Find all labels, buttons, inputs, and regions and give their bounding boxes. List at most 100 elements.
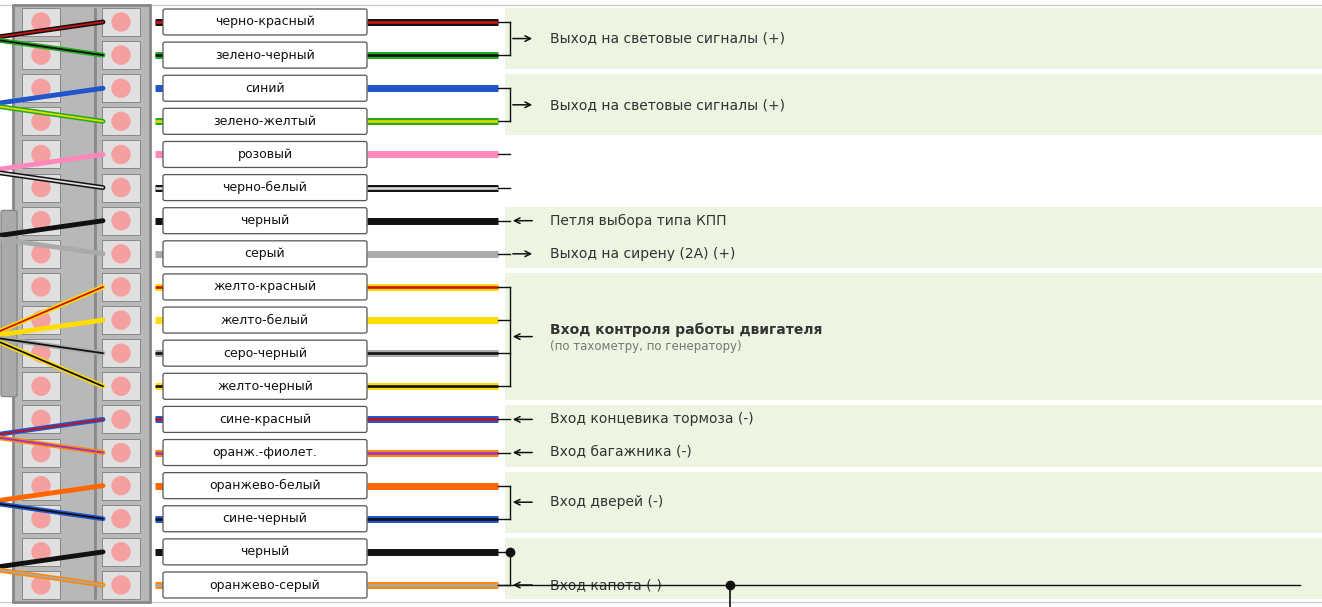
FancyBboxPatch shape [163,175,368,200]
FancyBboxPatch shape [13,5,149,602]
FancyBboxPatch shape [22,571,59,599]
FancyBboxPatch shape [505,207,1322,268]
FancyBboxPatch shape [163,307,368,333]
Text: Вход капота (-): Вход капота (-) [550,578,662,592]
Text: зелено-желтый: зелено-желтый [213,115,316,128]
Circle shape [112,410,130,429]
Text: сине-красный: сине-красный [219,413,311,426]
Circle shape [112,13,130,31]
Text: черный: черный [241,545,290,558]
Circle shape [32,378,50,395]
FancyBboxPatch shape [102,8,140,36]
FancyBboxPatch shape [102,505,140,533]
FancyBboxPatch shape [505,273,1322,400]
FancyBboxPatch shape [22,140,59,169]
Circle shape [112,311,130,329]
FancyBboxPatch shape [505,472,1322,533]
Circle shape [32,112,50,131]
Circle shape [32,245,50,263]
FancyBboxPatch shape [505,405,1322,467]
FancyBboxPatch shape [163,141,368,168]
FancyBboxPatch shape [102,538,140,566]
Text: оранжево-серый: оранжево-серый [210,578,320,591]
FancyBboxPatch shape [22,405,59,433]
Text: Выход на сирену (2А) (+): Выход на сирену (2А) (+) [550,247,735,261]
Circle shape [32,444,50,461]
Text: черно-белый: черно-белый [222,181,308,194]
FancyBboxPatch shape [22,372,59,400]
Circle shape [32,13,50,31]
FancyBboxPatch shape [163,407,368,432]
FancyBboxPatch shape [163,208,368,234]
FancyBboxPatch shape [102,339,140,367]
FancyBboxPatch shape [22,107,59,135]
FancyBboxPatch shape [102,571,140,599]
Text: оранжево-белый: оранжево-белый [209,479,321,492]
Text: синий: синий [245,82,284,95]
Circle shape [112,444,130,461]
FancyBboxPatch shape [22,74,59,102]
FancyBboxPatch shape [22,273,59,301]
FancyBboxPatch shape [22,41,59,69]
Text: желто-черный: желто-черный [217,380,313,393]
FancyBboxPatch shape [505,8,1322,69]
Circle shape [32,80,50,97]
Circle shape [32,311,50,329]
FancyBboxPatch shape [22,8,59,36]
FancyBboxPatch shape [22,472,59,500]
FancyBboxPatch shape [22,438,59,467]
FancyBboxPatch shape [102,405,140,433]
FancyBboxPatch shape [102,174,140,202]
Circle shape [112,543,130,561]
Circle shape [112,212,130,229]
FancyBboxPatch shape [102,240,140,268]
Text: розовый: розовый [238,148,292,161]
Text: Вход концевика тормоза (-): Вход концевика тормоза (-) [550,412,754,426]
Circle shape [112,245,130,263]
Circle shape [32,476,50,495]
Text: черно-красный: черно-красный [215,16,315,29]
FancyBboxPatch shape [163,506,368,532]
Circle shape [32,510,50,527]
FancyBboxPatch shape [22,174,59,202]
Circle shape [32,576,50,594]
FancyBboxPatch shape [102,306,140,334]
Text: черный: черный [241,214,290,227]
Text: сине-черный: сине-черный [222,512,308,525]
FancyBboxPatch shape [22,240,59,268]
FancyBboxPatch shape [22,505,59,533]
Text: Выход на световые сигналы (+): Выход на световые сигналы (+) [550,98,785,112]
Text: Петля выбора типа КПП: Петля выбора типа КПП [550,214,727,228]
FancyBboxPatch shape [163,9,368,35]
Text: Вход багажника (-): Вход багажника (-) [550,446,691,459]
Text: желто-красный: желто-красный [213,280,316,293]
FancyBboxPatch shape [102,207,140,235]
FancyBboxPatch shape [102,372,140,400]
FancyBboxPatch shape [163,373,368,399]
FancyBboxPatch shape [163,539,368,565]
FancyBboxPatch shape [22,339,59,367]
FancyBboxPatch shape [505,538,1322,599]
Circle shape [112,278,130,296]
FancyBboxPatch shape [163,42,368,68]
FancyBboxPatch shape [163,274,368,300]
FancyBboxPatch shape [163,473,368,498]
FancyBboxPatch shape [1,211,17,396]
Text: (по тахометру, по генератору): (по тахометру, по генератору) [550,340,742,353]
Circle shape [112,146,130,163]
Circle shape [112,112,130,131]
Text: Вход дверей (-): Вход дверей (-) [550,495,664,509]
Circle shape [112,510,130,527]
Text: зелено-черный: зелено-черный [215,49,315,62]
Text: серый: серый [245,247,286,260]
FancyBboxPatch shape [102,74,140,102]
Text: оранж.-фиолет.: оранж.-фиолет. [213,446,317,459]
Circle shape [32,278,50,296]
Circle shape [32,212,50,229]
Circle shape [112,476,130,495]
Circle shape [32,46,50,64]
FancyBboxPatch shape [102,438,140,467]
Circle shape [112,378,130,395]
FancyBboxPatch shape [163,75,368,101]
Text: серо-черный: серо-черный [223,347,307,360]
